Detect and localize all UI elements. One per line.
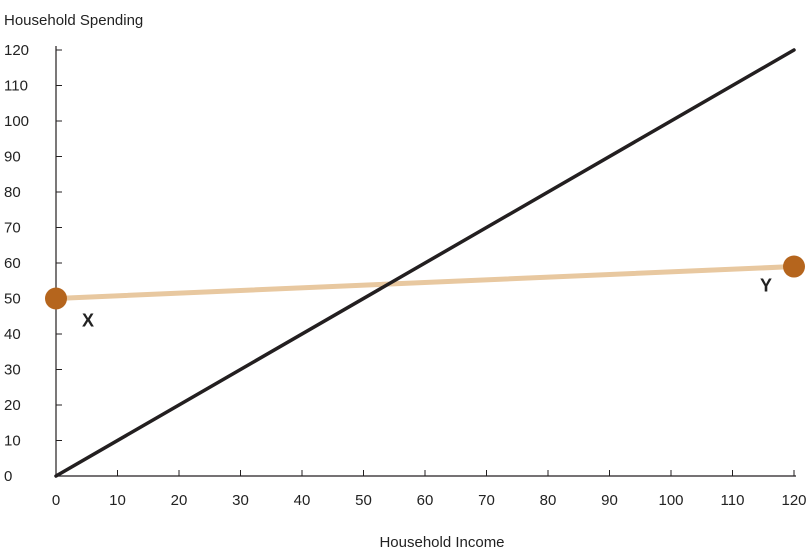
- x-axis-title: Household Income: [379, 534, 504, 550]
- y-tick-label: 110: [4, 78, 28, 95]
- x-tick-label: 60: [417, 492, 434, 509]
- y-tick-label: 0: [4, 468, 12, 485]
- series-line-x-y: [53, 264, 797, 301]
- x-tick-label: 110: [721, 492, 745, 509]
- y-tick-label: 40: [4, 326, 21, 343]
- y-axis-title: Household Spending: [4, 12, 143, 29]
- x-tick-label: 20: [171, 492, 188, 509]
- x-tick-label: 90: [601, 492, 618, 509]
- series-marker: [783, 255, 805, 278]
- y-tick-label: 50: [4, 291, 21, 308]
- x-tick-label: 0: [52, 492, 60, 509]
- x-tick-label: 30: [232, 492, 249, 509]
- y-tick-label: 70: [4, 220, 21, 237]
- y-tick-label: 80: [4, 184, 21, 201]
- y-tick-label: 120: [4, 42, 29, 59]
- series-line-diagonal: [54, 48, 796, 478]
- y-tick-label: 20: [4, 397, 21, 414]
- x-tick-label: 10: [109, 492, 126, 509]
- x-tick-label: 120: [781, 492, 806, 509]
- y-tick-label: 10: [4, 433, 21, 450]
- y-tick-label: 60: [4, 255, 21, 272]
- plot-area: 0 10 20 30 40 50 60 70 80 90 100 110 120 0 10 20 30 40 50 6…: [4, 42, 807, 509]
- x-tick-label: 100: [658, 492, 683, 509]
- point-label-y: Y: [760, 276, 772, 296]
- x-tick-label: 70: [478, 492, 495, 509]
- y-tick-label: 30: [4, 362, 21, 379]
- y-tick-label: 100: [4, 113, 29, 130]
- x-tick-label: 40: [294, 492, 311, 509]
- x-tick-label: 50: [355, 492, 372, 509]
- point-label-x: X: [82, 311, 94, 331]
- series-marker: [45, 287, 67, 310]
- y-tick-label: 90: [4, 149, 21, 166]
- x-tick-label: 80: [540, 492, 557, 509]
